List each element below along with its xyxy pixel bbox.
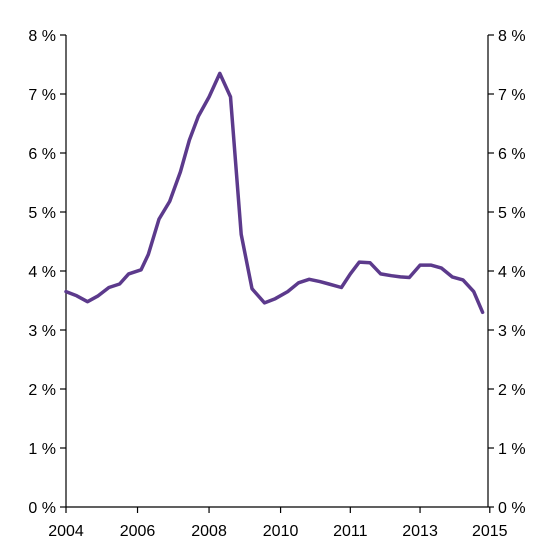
series-group xyxy=(64,71,485,315)
x-tick-label: 2013 xyxy=(402,523,438,540)
y-tick-label-left: 8 % xyxy=(28,28,56,45)
x-tick-label: 2008 xyxy=(191,523,227,540)
y-tick-label-left: 0 % xyxy=(28,500,56,517)
y-tick-label-right: 3 % xyxy=(498,323,526,340)
x-tick-label: 2006 xyxy=(120,523,156,540)
y-tick-label-right: 7 % xyxy=(498,87,526,104)
y-tick-label-left: 3 % xyxy=(28,323,56,340)
y-tick-label-right: 4 % xyxy=(498,264,526,281)
y-tick-label-right: 1 % xyxy=(498,441,526,458)
y-tick-label-left: 5 % xyxy=(28,205,56,222)
series-line xyxy=(64,71,485,315)
y-tick-label-right: 5 % xyxy=(498,205,526,222)
y-tick-label-right: 8 % xyxy=(498,28,526,45)
y-tick-label-left: 2 % xyxy=(28,382,56,399)
y-tick-label-left: 6 % xyxy=(28,146,56,163)
y-tick-label-right: 6 % xyxy=(498,146,526,163)
x-tick-label: 2010 xyxy=(263,523,299,540)
x-tick-label: 2004 xyxy=(48,523,84,540)
y-tick-label-left: 7 % xyxy=(28,87,56,104)
y-tick-label-right: 2 % xyxy=(498,382,526,399)
x-tick-label: 2015 xyxy=(472,523,508,540)
y-tick-label-left: 4 % xyxy=(28,264,56,281)
x-tick-label: 2011 xyxy=(333,523,368,540)
x-ticks: 2004 2006 2008 2010 2011 2013 2015 xyxy=(48,507,508,540)
y-tick-label-left: 1 % xyxy=(28,441,56,458)
y-ticks-right: 0 % 1 % 2 % 3 % 4 % 5 % 6 % 7 % 8 % xyxy=(488,28,526,517)
y-tick-label-right: 0 % xyxy=(498,500,526,517)
y-ticks-left: 0 % 1 % 2 % 3 % 4 % 5 % 6 % 7 % 8 % xyxy=(28,28,66,517)
